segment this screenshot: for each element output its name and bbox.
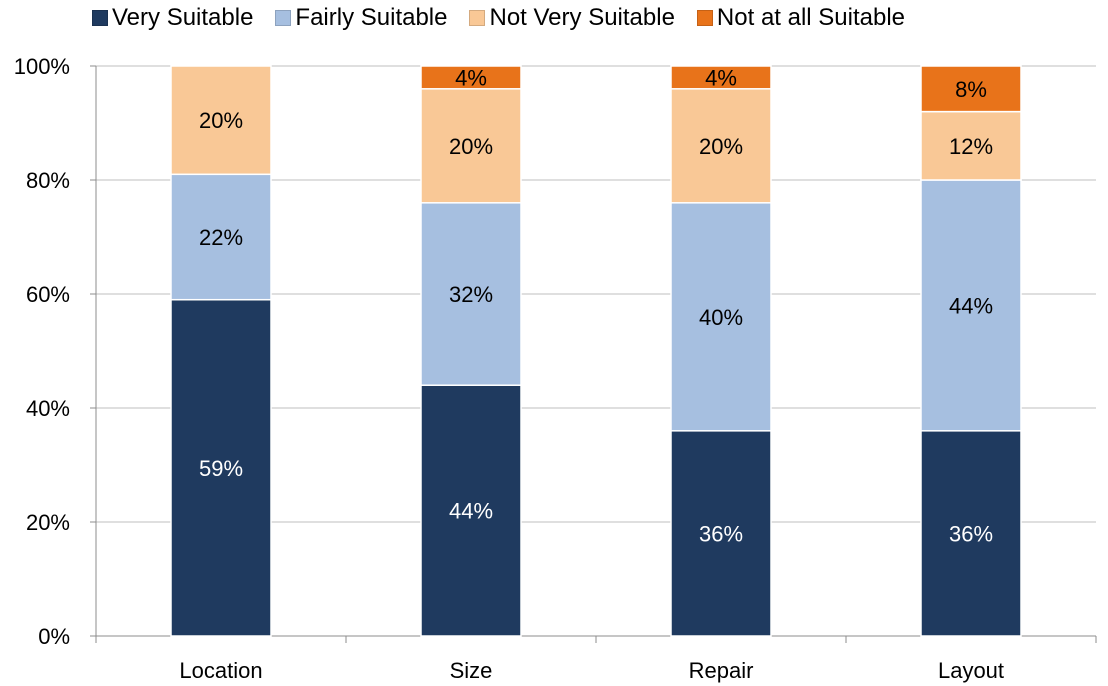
legend-swatch-fairly-suitable	[275, 10, 292, 26]
bar-segment	[670, 202, 772, 432]
legend-item-fairly-suitable: Fairly Suitable	[275, 4, 447, 32]
x-tick-label: Size	[450, 658, 493, 683]
x-tick-label: Layout	[938, 658, 1004, 683]
data-label: 8%	[955, 77, 987, 102]
legend-swatch-not-at-all-suitable	[696, 10, 713, 26]
legend-item-not-at-all-suitable: Not at all Suitable	[696, 4, 906, 32]
legend-item-not-very-suitable: Not Very Suitable	[469, 4, 675, 32]
legend-label-not-very-suitable: Not Very Suitable	[489, 4, 675, 31]
data-label: 44%	[949, 293, 993, 318]
data-label: 20%	[699, 134, 743, 159]
x-tick-label: Location	[179, 658, 262, 683]
data-label: 40%	[699, 305, 743, 330]
data-label: 22%	[199, 225, 243, 250]
y-tick-label: 100%	[14, 54, 70, 79]
y-tick-label: 80%	[26, 168, 70, 193]
bar-segment	[420, 88, 522, 204]
legend-swatch-very-suitable	[92, 10, 108, 26]
y-tick-label: 40%	[26, 396, 70, 421]
legend: Very Suitable Fairly Suitable Not Very S…	[92, 4, 927, 32]
bar-segment	[170, 298, 272, 637]
bar-segment	[920, 430, 1022, 637]
data-label: 4%	[455, 65, 487, 90]
data-label: 36%	[949, 521, 993, 546]
data-label: 20%	[199, 108, 243, 133]
data-label: 32%	[449, 282, 493, 307]
bar-segment	[670, 65, 772, 90]
data-label: 36%	[699, 521, 743, 546]
legend-label-very-suitable: Very Suitable	[112, 4, 254, 31]
data-label: 12%	[949, 134, 993, 159]
data-label: 59%	[199, 456, 243, 481]
legend-swatch-not-very-suitable	[469, 10, 486, 26]
bar-segment	[170, 65, 272, 176]
y-tick-label: 60%	[26, 282, 70, 307]
legend-label-fairly-suitable: Fairly Suitable	[295, 4, 448, 31]
bar-segment	[420, 202, 522, 386]
bar-segment	[920, 65, 1022, 113]
data-label: 44%	[449, 499, 493, 524]
data-label: 4%	[705, 65, 737, 90]
bar-segment	[670, 430, 772, 637]
bar-segment	[420, 65, 522, 90]
x-tick-label: Repair	[689, 658, 754, 683]
bar-segment	[170, 173, 272, 301]
legend-label-not-at-all-suitable: Not at all Suitable	[716, 4, 906, 31]
bar-segment	[420, 384, 522, 637]
data-label: 20%	[449, 134, 493, 159]
legend-item-very-suitable: Very Suitable	[92, 4, 253, 32]
y-tick-label: 20%	[26, 510, 70, 535]
bar-segment	[920, 179, 1022, 432]
y-tick-label: 0%	[38, 624, 70, 649]
bar-segment	[920, 110, 1022, 181]
